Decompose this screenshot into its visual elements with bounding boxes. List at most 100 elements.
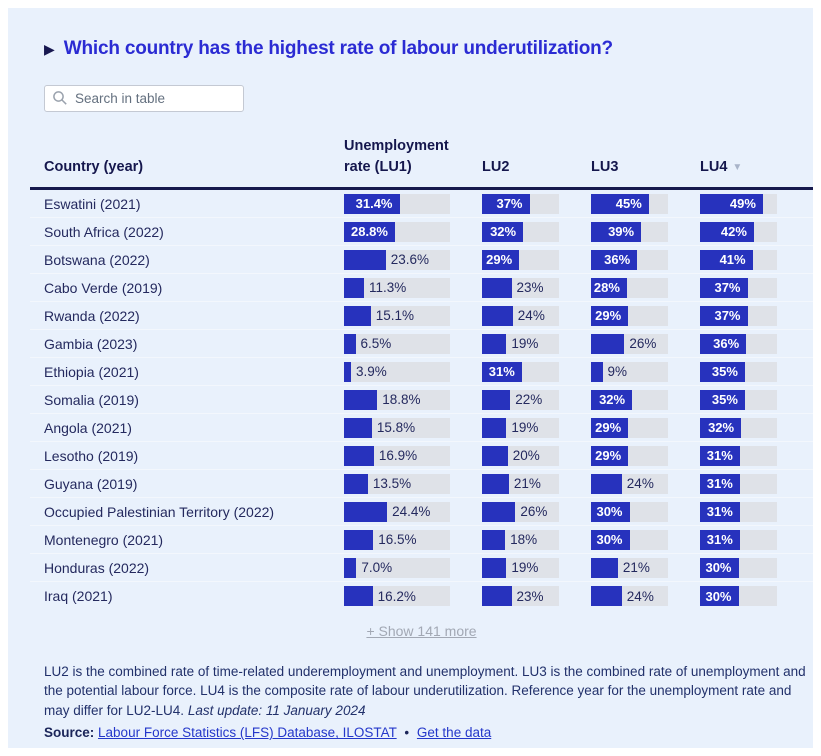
bullet-separator: •: [404, 725, 410, 741]
bar-track: 49%: [700, 193, 777, 214]
bar-value-label: 32%: [708, 420, 735, 436]
bar-value-label: 28.8%: [351, 224, 388, 240]
column-header-lu2[interactable]: LU2: [482, 159, 510, 176]
bar-cell: 19%: [482, 333, 591, 354]
column-header-lu4-label: LU4: [700, 159, 728, 176]
get-the-data-link[interactable]: Get the data: [416, 725, 492, 741]
bar-value-label: 37%: [714, 308, 741, 324]
source-label: Source:: [44, 725, 95, 741]
search-box: [44, 85, 244, 112]
bar-cell: 45%: [591, 193, 700, 214]
bar-value-label: 31%: [706, 504, 733, 520]
bar-cell: 36%: [591, 249, 700, 270]
bar-fill: [344, 361, 351, 382]
country-label: Gambia (2023): [44, 335, 138, 352]
bar-value-label: 21%: [513, 476, 541, 492]
bar-cell: 18%: [482, 529, 591, 550]
bar-cell: 28.8%: [344, 221, 482, 242]
column-header-lu1[interactable]: Unemployment rate (LU1): [344, 136, 482, 178]
bar-cell: 35%: [700, 389, 794, 410]
sort-desc-icon: ▼: [732, 162, 743, 174]
bar-track: 31.4%: [344, 193, 450, 214]
bar-cell: 41%: [700, 249, 794, 270]
footnote-text: LU2 is the combined rate of time-related…: [44, 664, 806, 718]
bar-fill: 30%: [700, 557, 739, 578]
footnote: LU2 is the combined rate of time-related…: [44, 662, 806, 720]
country-label: Ethiopia (2021): [44, 363, 139, 380]
bar-value-label: 35%: [711, 392, 738, 408]
bar-track: 36%: [591, 249, 668, 270]
bar-cell: 31.4%: [344, 193, 482, 214]
bar-track: 37%: [700, 277, 777, 298]
source-row: Source: Labour Force Statistics (LFS) Da…: [44, 725, 787, 740]
bar-fill: [344, 417, 372, 438]
bar-value-label: 31%: [488, 364, 515, 380]
bar-fill: [482, 501, 516, 522]
country-label: Angola (2021): [44, 419, 132, 436]
bar-value-label: 41%: [719, 252, 746, 268]
bar-fill: 30%: [700, 586, 739, 607]
bar-fill: [482, 445, 508, 466]
country-label: Botswana (2022): [44, 251, 150, 268]
bar-track: 42%: [700, 221, 777, 242]
column-header-lu4[interactable]: LU4 ▼: [700, 157, 794, 178]
bar-cell: 37%: [700, 277, 794, 298]
bar-value-label: 35%: [711, 364, 738, 380]
search-input[interactable]: [44, 85, 244, 112]
bar-cell: 32%: [700, 417, 794, 438]
source-database-link[interactable]: Labour Force Statistics (LFS) Database, …: [98, 725, 397, 741]
last-update-note: Last update: 11 January 2024: [187, 702, 366, 718]
bar-cell: 24.4%: [344, 501, 482, 522]
column-header-country[interactable]: Country (year): [44, 159, 144, 176]
show-more-link[interactable]: + Show 141 more: [366, 623, 477, 640]
bar-fill: 49%: [700, 193, 763, 214]
bar-cell: 29%: [482, 249, 591, 270]
bar-cell: 30%: [591, 501, 700, 522]
bar-fill: [591, 361, 603, 382]
bar-cell: 16.2%: [344, 586, 482, 607]
bar-cell: 31%: [700, 473, 794, 494]
country-label: Rwanda (2022): [44, 307, 140, 324]
bar-cell: 23%: [482, 277, 591, 298]
bar-track: 23%: [482, 277, 559, 298]
bar-cell: 3.9%: [344, 361, 482, 382]
bar-fill: 29%: [482, 249, 520, 270]
bar-fill: [482, 557, 507, 578]
bar-cell: 15.1%: [344, 305, 482, 326]
bar-fill: 29%: [591, 305, 629, 326]
bar-value-label: 30%: [596, 532, 623, 548]
country-label: Iraq (2021): [44, 588, 113, 605]
bar-fill: [344, 389, 378, 410]
bar-fill: 28.8%: [344, 221, 395, 242]
collapsible-question-heading[interactable]: ▶ Which country has the highest rate of …: [44, 38, 787, 60]
bar-fill: 39%: [591, 221, 642, 242]
bar-track: 41%: [700, 249, 777, 270]
bar-value-label: 23.6%: [390, 252, 429, 268]
bar-fill: [482, 473, 509, 494]
bar-track: 29%: [591, 445, 668, 466]
bar-cell: 18.8%: [344, 389, 482, 410]
bar-track: 29%: [591, 305, 668, 326]
bar-cell: 23.6%: [344, 249, 482, 270]
bar-value-label: 30%: [705, 560, 732, 576]
table-body: Eswatini (2021) 31.4% 37% 45% 49% South Afr…: [30, 190, 813, 610]
bar-fill: 37%: [700, 305, 748, 326]
bar-cell: 26%: [591, 333, 700, 354]
bar-value-label: 24.4%: [392, 504, 431, 520]
bar-track: 28%: [591, 277, 668, 298]
bar-track: 29%: [482, 249, 559, 270]
bar-value-label: 31%: [706, 476, 733, 492]
bar-fill: 29%: [591, 445, 629, 466]
bar-value-label: 39%: [608, 224, 635, 240]
bar-cell: 31%: [700, 501, 794, 522]
bar-track: 31%: [700, 445, 777, 466]
bar-track: 24%: [591, 586, 668, 607]
table-row: Somalia (2019) 18.8% 22% 32% 35%: [30, 386, 813, 415]
bar-track: 19%: [482, 417, 559, 438]
table-row: Ethiopia (2021) 3.9% 31% 9% 35%: [30, 358, 813, 387]
bar-cell: 16.5%: [344, 529, 482, 550]
bar-value-label: 16.2%: [377, 588, 416, 604]
bar-cell: 32%: [591, 389, 700, 410]
column-header-lu3[interactable]: LU3: [591, 159, 619, 176]
bar-value-label: 26%: [629, 336, 657, 352]
